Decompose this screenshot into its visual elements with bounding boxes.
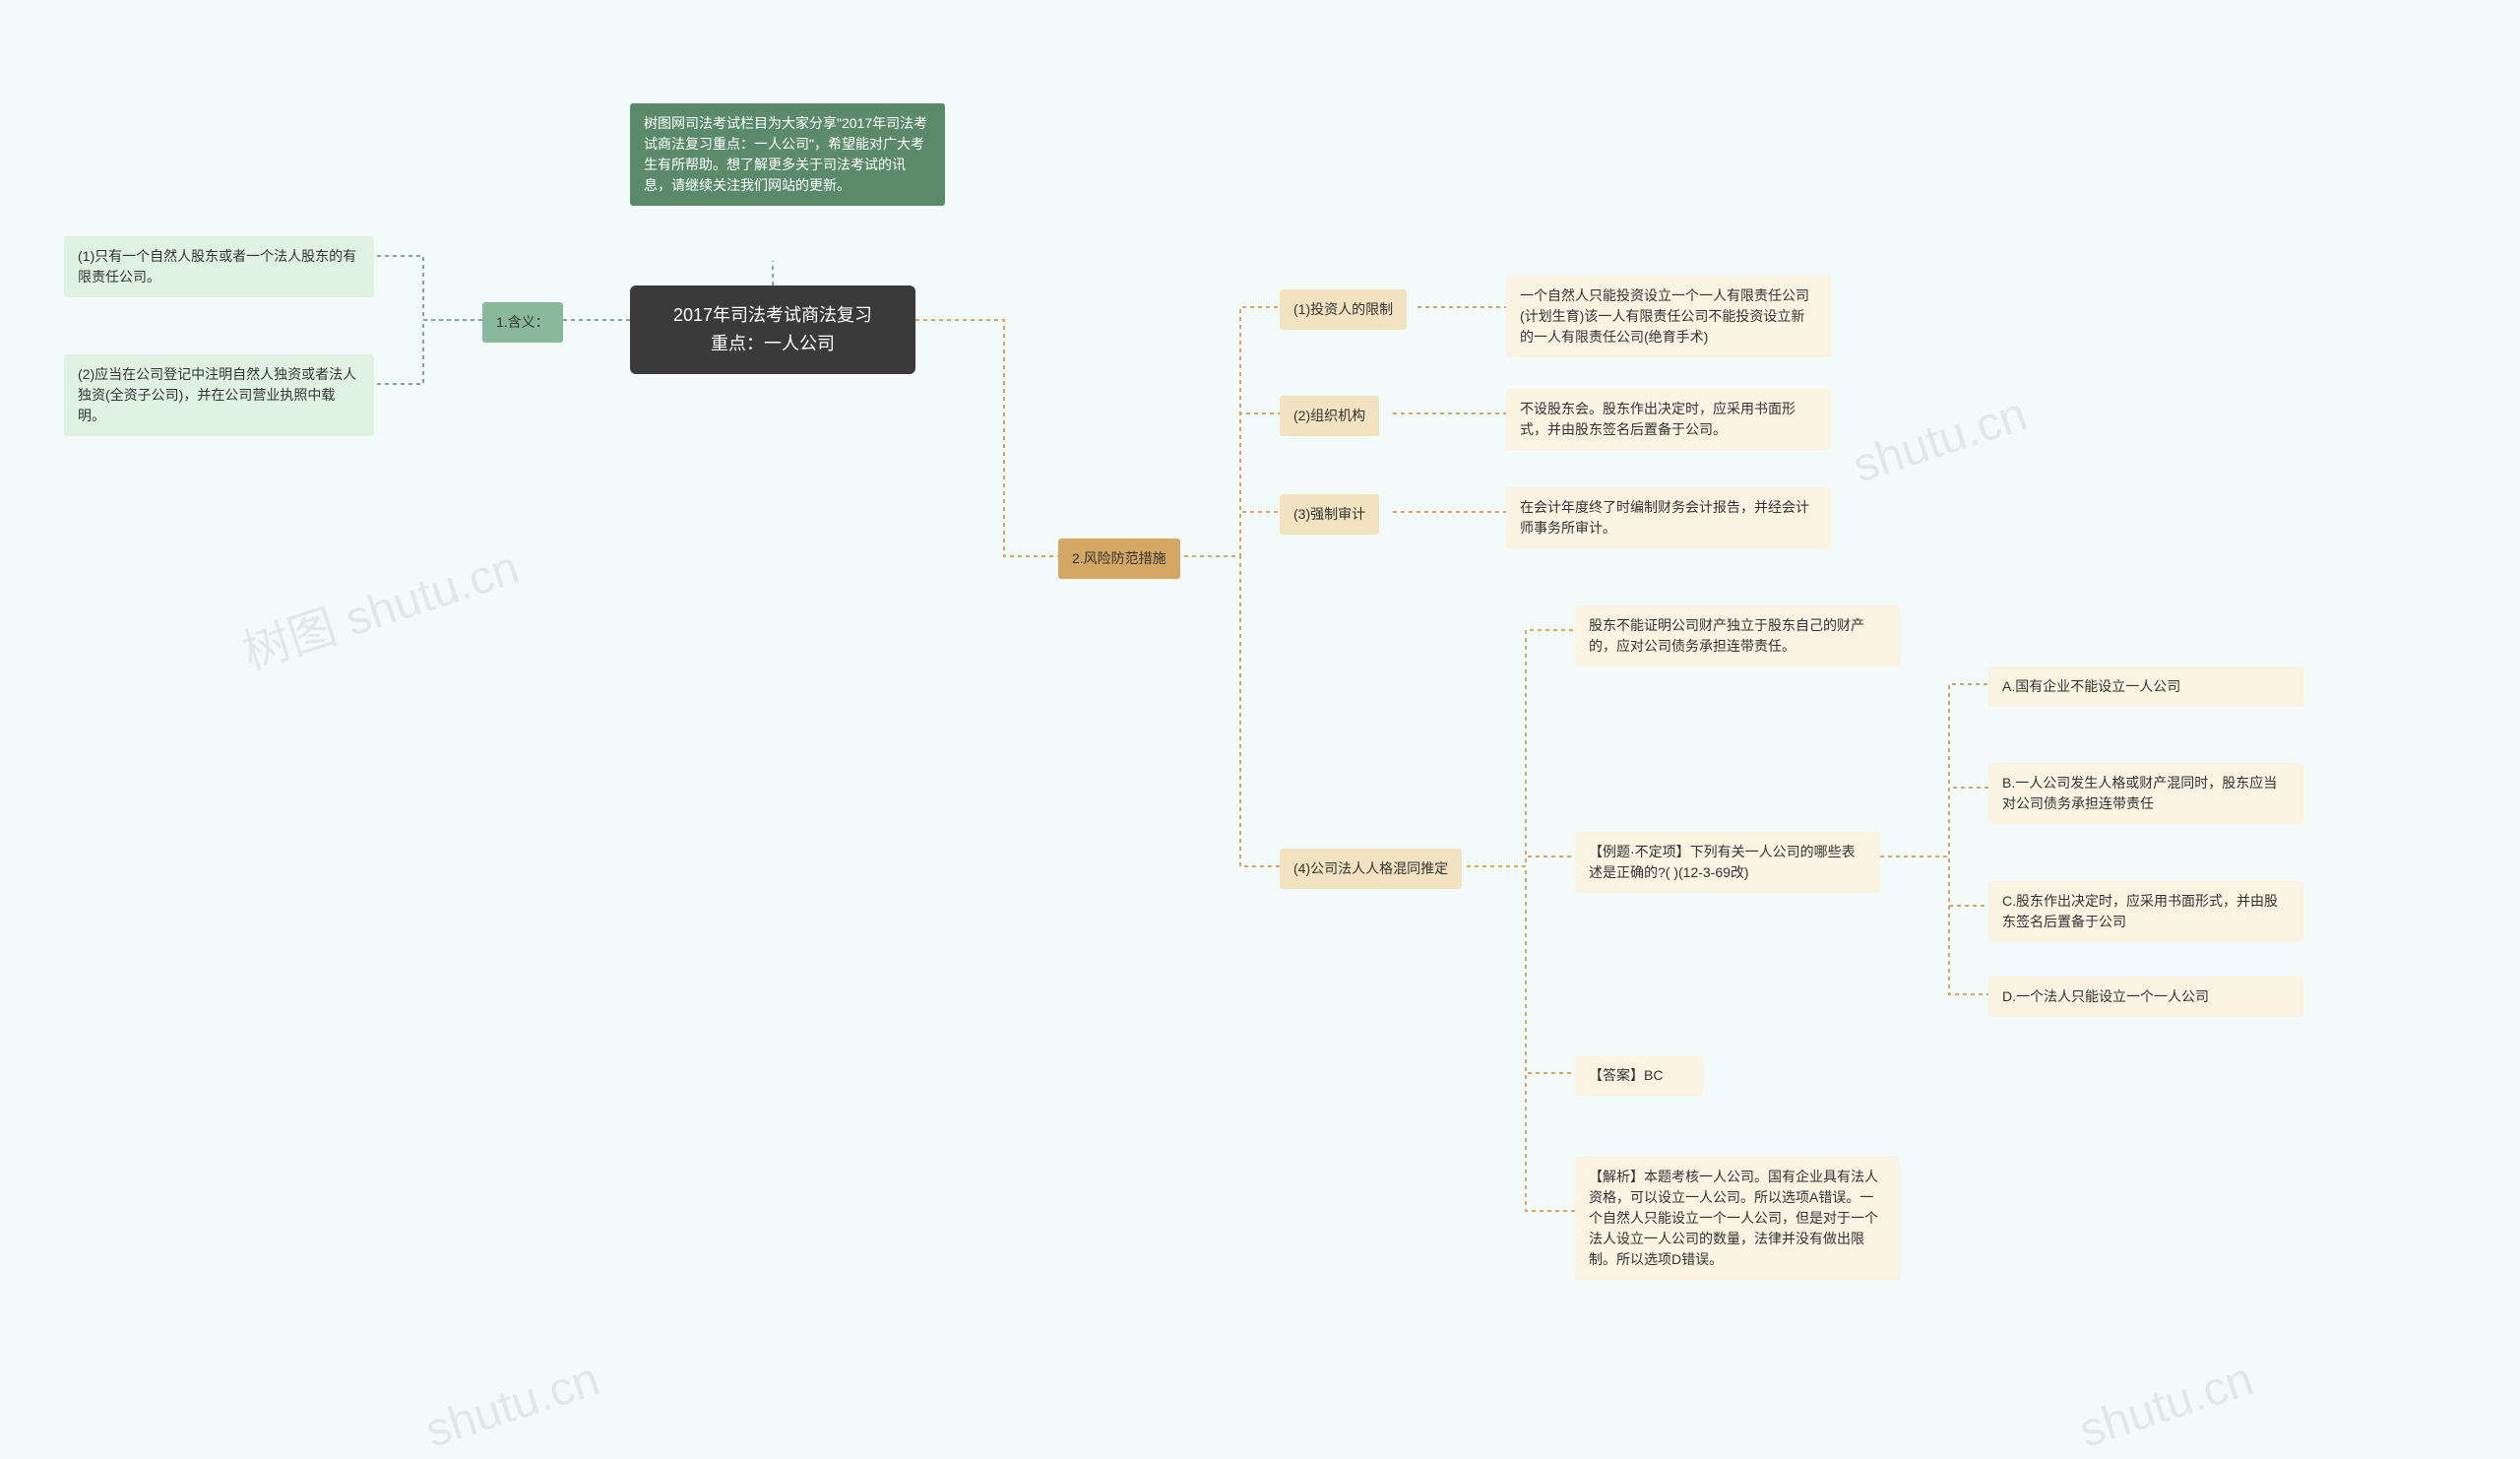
left-branch-label: 1.含义： [482, 302, 563, 343]
option-c: C.股东作出决定时，应采用书面形式，并由股东签名后置备于公司 [1988, 881, 2303, 942]
right-item-1-label: (1)投资人的限制 [1280, 289, 1407, 330]
root-node: 2017年司法考试商法复习 重点：一人公司 [630, 285, 915, 374]
connector-layer [0, 0, 2520, 1457]
right-item-3-label: (3)强制审计 [1280, 494, 1379, 535]
right-item-4-sub-3: 【答案】BC [1575, 1055, 1703, 1096]
option-a: A.国有企业不能设立一人公司 [1988, 666, 2303, 707]
root-line2: 重点：一人公司 [650, 330, 896, 358]
intro-node: 树图网司法考试栏目为大家分享"2017年司法考试商法复习重点：一人公司"，希望能… [630, 103, 945, 206]
watermark: shutu.cn [2073, 1352, 2260, 1458]
option-b: B.一人公司发生人格或财产混同时，股东应当对公司债务承担连带责任 [1988, 763, 2303, 824]
watermark: shutu.cn [1847, 387, 2034, 493]
watermark: 树图 shutu.cn [232, 529, 526, 682]
watermark: shutu.cn [419, 1352, 606, 1458]
right-item-4-sub-4: 【解析】本题考核一人公司。国有企业具有法人资格，可以设立一人公司。所以选项A错误… [1575, 1157, 1900, 1280]
right-branch-label: 2.风险防范措施 [1058, 539, 1180, 579]
right-item-1-detail: 一个自然人只能投资设立一个一人有限责任公司(计划生育)该一人有限责任公司不能投资… [1506, 276, 1831, 357]
right-item-4-label: (4)公司法人人格混同推定 [1280, 849, 1462, 889]
right-item-4-sub-2: 【例题·不定项】下列有关一人公司的哪些表述是正确的?( )(12-3-69改) [1575, 832, 1880, 893]
right-item-2-label: (2)组织机构 [1280, 396, 1379, 436]
right-item-3-detail: 在会计年度终了时编制财务会计报告，并经会计师事务所审计。 [1506, 487, 1831, 548]
right-item-2-detail: 不设股东会。股东作出决定时，应采用书面形式，并由股东签名后置备于公司。 [1506, 389, 1831, 450]
left-item-2: (2)应当在公司登记中注明自然人独资或者法人独资(全资子公司)，并在公司营业执照… [64, 354, 374, 436]
option-d: D.一个法人只能设立一个一人公司 [1988, 977, 2303, 1017]
right-item-4-sub-1: 股东不能证明公司财产独立于股东自己的财产的，应对公司债务承担连带责任。 [1575, 605, 1900, 666]
left-item-1: (1)只有一个自然人股东或者一个法人股东的有限责任公司。 [64, 236, 374, 297]
root-line1: 2017年司法考试商法复习 [650, 301, 896, 330]
